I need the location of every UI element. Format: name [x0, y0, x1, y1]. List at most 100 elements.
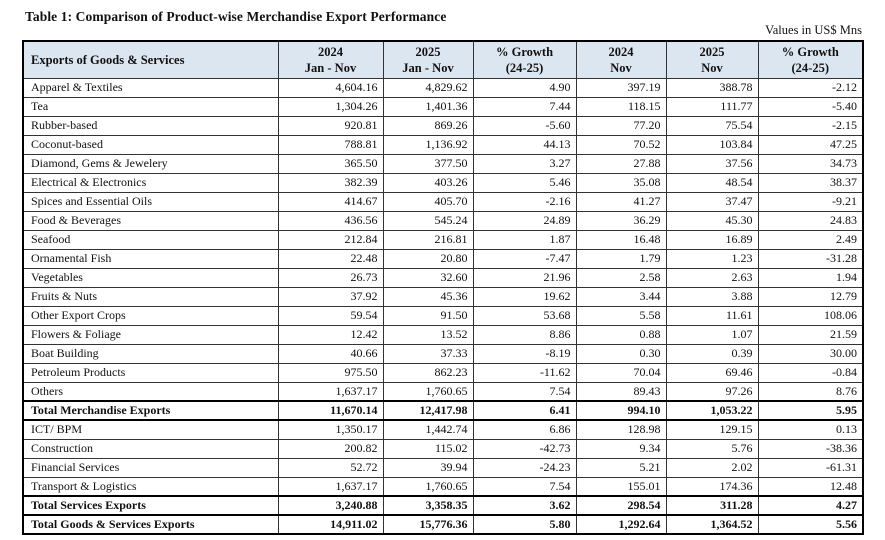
- value-cell: -42.73: [472, 438, 577, 459]
- value-cell: 1.79: [575, 248, 667, 269]
- value-cell: 5.56: [757, 514, 864, 535]
- value-cell: 26.73: [277, 267, 384, 288]
- header-line2: Jan - Nov: [402, 60, 454, 75]
- row-label: Financial Services: [22, 457, 279, 478]
- row-label: Diamond, Gems & Jewelery: [22, 153, 279, 174]
- value-cell: 382.39: [277, 172, 384, 193]
- table-row: Vegetables 26.73 32.60 21.96 2.58 2.63 1.94: [22, 267, 864, 288]
- value-cell: 436.56: [277, 210, 384, 231]
- value-cell: 405.70: [382, 191, 474, 212]
- value-cell: 19.62: [472, 286, 577, 307]
- value-cell: -2.15: [757, 115, 864, 136]
- value-cell: -2.12: [757, 77, 864, 98]
- table-row: Total Goods & Services Exports 14,911.02 1…: [22, 514, 864, 535]
- value-cell: 97.26: [665, 381, 759, 402]
- value-cell: 34.73: [757, 153, 864, 174]
- value-cell: 2.02: [665, 457, 759, 478]
- value-cell: 2.63: [665, 267, 759, 288]
- table-row: Total Services Exports 3,240.88 3,358.35 3.…: [22, 495, 864, 516]
- value-cell: 21.59: [757, 324, 864, 345]
- value-cell: 4.90: [472, 77, 577, 98]
- value-cell: 16.89: [665, 229, 759, 250]
- value-cell: 27.88: [575, 153, 667, 174]
- value-cell: 298.54: [575, 495, 667, 516]
- table-body: Apparel & Textiles 4,604.16 4,829.62 4.90 39…: [22, 77, 864, 535]
- value-cell: 545.24: [382, 210, 474, 231]
- value-cell: 59.54: [277, 305, 384, 326]
- value-cell: 5.76: [665, 438, 759, 459]
- value-cell: 24.89: [472, 210, 577, 231]
- header-line2: (24-25): [791, 60, 830, 75]
- value-cell: 48.54: [665, 172, 759, 193]
- value-cell: 69.46: [665, 362, 759, 383]
- value-cell: 70.52: [575, 134, 667, 155]
- table-title: Table 1: Comparison of Product-wise Merc…: [25, 9, 447, 24]
- header-cell-growth-jan-nov: % Growth (24-25): [472, 40, 577, 79]
- table-row: Electrical & Electronics 382.39 403.26 5.46…: [22, 172, 864, 193]
- table-row: ICT/ BPM 1,350.17 1,442.74 6.86 128.98 129.15…: [22, 419, 864, 440]
- value-cell: 0.39: [665, 343, 759, 364]
- value-cell: 862.23: [382, 362, 474, 383]
- value-cell: 2.49: [757, 229, 864, 250]
- row-label: Other Export Crops: [22, 305, 279, 326]
- header-cell-2025-jan-nov: 2025 Jan - Nov: [382, 40, 474, 79]
- value-cell: 4,604.16: [277, 77, 384, 98]
- table-row: Ornamental Fish 22.48 20.80 -7.47 1.79 1.23 -3…: [22, 248, 864, 269]
- value-cell: 3,240.88: [277, 495, 384, 516]
- value-cell: 4,829.62: [382, 77, 474, 98]
- value-cell: 32.60: [382, 267, 474, 288]
- row-label: Electrical & Electronics: [22, 172, 279, 193]
- value-cell: 5.58: [575, 305, 667, 326]
- value-cell: 75.54: [665, 115, 759, 136]
- table-row: Petroleum Products 975.50 862.23 -11.62 70.0…: [22, 362, 864, 383]
- value-cell: 216.81: [382, 229, 474, 250]
- value-cell: 920.81: [277, 115, 384, 136]
- value-cell: 91.50: [382, 305, 474, 326]
- row-label: Seafood: [22, 229, 279, 250]
- header-row: Exports of Goods & Services 2024 Jan - N…: [22, 40, 864, 79]
- row-label: Total Goods & Services Exports: [22, 514, 279, 535]
- row-label: Total Merchandise Exports: [22, 400, 279, 421]
- table-row: Financial Services 52.72 39.94 -24.23 5.21 2.…: [22, 457, 864, 478]
- value-cell: 200.82: [277, 438, 384, 459]
- table-row: Construction 200.82 115.02 -42.73 9.34 5.76 -3…: [22, 438, 864, 459]
- value-cell: 8.86: [472, 324, 577, 345]
- header-line2: (24-25): [505, 60, 544, 75]
- row-label: ICT/ BPM: [22, 419, 279, 440]
- row-label: Total Services Exports: [22, 495, 279, 516]
- table-row: Tea 1,304.26 1,401.36 7.44 118.15 111.77 -5.40: [22, 96, 864, 117]
- value-cell: 128.98: [575, 419, 667, 440]
- value-cell: 174.36: [665, 476, 759, 497]
- value-cell: 0.88: [575, 324, 667, 345]
- value-cell: 1.94: [757, 267, 864, 288]
- value-cell: 311.28: [665, 495, 759, 516]
- value-cell: 30.00: [757, 343, 864, 364]
- value-cell: -2.16: [472, 191, 577, 212]
- table-header: Exports of Goods & Services 2024 Jan - N…: [22, 40, 864, 79]
- value-cell: 7.54: [472, 476, 577, 497]
- value-cell: 0.30: [575, 343, 667, 364]
- value-cell: 52.72: [277, 457, 384, 478]
- value-cell: 0.13: [757, 419, 864, 440]
- value-cell: -5.40: [757, 96, 864, 117]
- value-cell: 115.02: [382, 438, 474, 459]
- value-cell: 3.88: [665, 286, 759, 307]
- value-cell: 129.15: [665, 419, 759, 440]
- value-cell: 403.26: [382, 172, 474, 193]
- value-cell: 994.10: [575, 400, 667, 421]
- table-row: Coconut-based 788.81 1,136.92 44.13 70.52 103…: [22, 134, 864, 155]
- header-line1: % Growth: [781, 44, 839, 59]
- value-cell: 38.37: [757, 172, 864, 193]
- row-label: Rubber-based: [22, 115, 279, 136]
- value-cell: 975.50: [277, 362, 384, 383]
- value-cell: 7.44: [472, 96, 577, 117]
- value-cell: 365.50: [277, 153, 384, 174]
- value-cell: 103.84: [665, 134, 759, 155]
- table-row: Others 1,637.17 1,760.65 7.54 89.43 97.26 8.76: [22, 381, 864, 402]
- table-row: Flowers & Foliage 12.42 13.52 8.86 0.88 1.07 2…: [22, 324, 864, 345]
- header-cell-exports: Exports of Goods & Services: [22, 40, 279, 79]
- value-cell: 12,417.98: [382, 400, 474, 421]
- value-cell: 869.26: [382, 115, 474, 136]
- value-cell: 3.62: [472, 495, 577, 516]
